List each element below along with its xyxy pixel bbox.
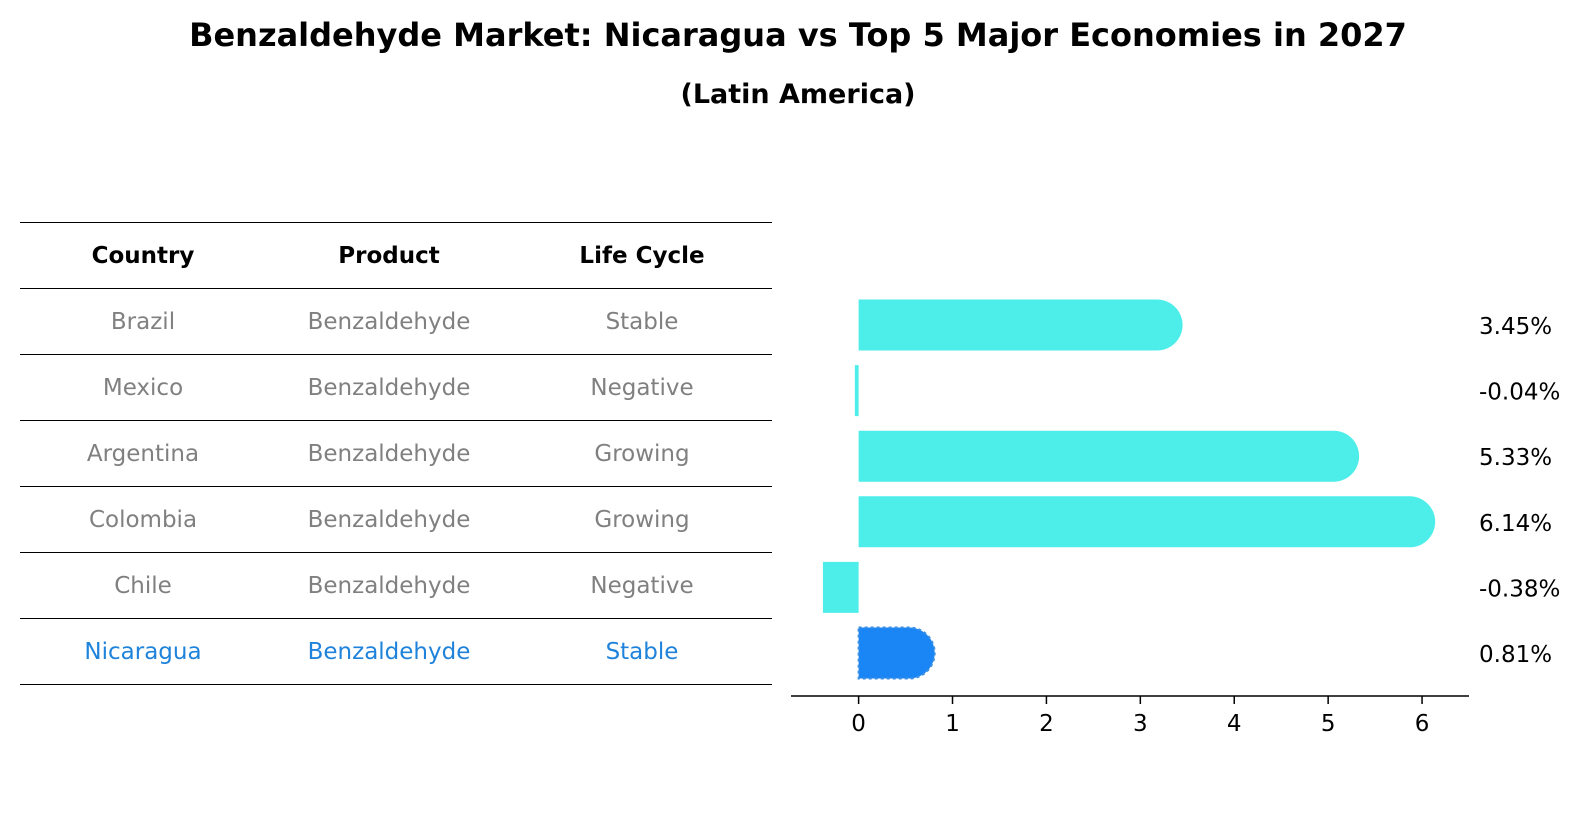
bar-brazil [858, 299, 1183, 351]
x-tick-label: 2 [1039, 711, 1054, 737]
table-row: Brazil Benzaldehyde Stable [20, 288, 772, 355]
x-tick-label: 4 [1227, 711, 1242, 737]
cell-country: Brazil [20, 288, 266, 355]
bar-colombia [858, 496, 1436, 548]
table-row: Mexico Benzaldehyde Negative [20, 354, 772, 421]
cell-life-cycle: Negative [512, 354, 772, 421]
table-row: Argentina Benzaldehyde Growing [20, 420, 772, 487]
cell-product: Benzaldehyde [266, 486, 512, 553]
table-row: Chile Benzaldehyde Negative [20, 552, 772, 619]
column-header-life-cycle: Life Cycle [512, 222, 772, 289]
value-label-colombia: 6.14% [1479, 511, 1552, 537]
table-header-row: Country Product Life Cycle [20, 222, 772, 289]
cell-life-cycle: Stable [512, 288, 772, 355]
bar-mexico [854, 365, 859, 417]
x-tick-label: 6 [1415, 711, 1430, 737]
x-tick-label: 3 [1133, 711, 1148, 737]
value-label-nicaragua: 0.81% [1479, 642, 1552, 668]
table-row: Colombia Benzaldehyde Growing [20, 486, 772, 553]
country-table: Country Product Life Cycle Brazil Benzal… [20, 222, 772, 685]
value-label-mexico: -0.04% [1479, 380, 1560, 406]
value-label-argentina: 5.33% [1479, 445, 1552, 471]
column-header-product: Product [266, 222, 512, 289]
cell-country: Colombia [20, 486, 266, 553]
cell-country: Chile [20, 552, 266, 619]
cell-product: Benzaldehyde [266, 552, 512, 619]
table-row-highlighted: Nicaragua Benzaldehyde Stable [20, 618, 772, 685]
bar-chile [822, 561, 859, 613]
cell-country: Nicaragua [20, 618, 266, 685]
x-tick-label: 5 [1321, 711, 1336, 737]
bar-argentina [858, 430, 1360, 482]
column-header-country: Country [20, 222, 266, 289]
cell-product: Benzaldehyde [266, 618, 512, 685]
cell-life-cycle: Growing [512, 420, 772, 487]
x-tick-label: 0 [851, 711, 866, 737]
chart-title: Benzaldehyde Market: Nicaragua vs Top 5 … [189, 16, 1407, 54]
cell-product: Benzaldehyde [266, 420, 512, 487]
cell-country: Argentina [20, 420, 266, 487]
x-tick-label: 1 [945, 711, 960, 737]
cell-life-cycle: Negative [512, 552, 772, 619]
bar-nicaragua [857, 626, 936, 680]
cell-product: Benzaldehyde [266, 288, 512, 355]
cell-product: Benzaldehyde [266, 354, 512, 421]
chart-subtitle: (Latin America) [680, 79, 916, 110]
cell-life-cycle: Stable [512, 618, 772, 685]
value-label-brazil: 3.45% [1479, 314, 1552, 340]
value-label-chile: -0.38% [1479, 576, 1560, 602]
cell-life-cycle: Growing [512, 486, 772, 553]
cell-country: Mexico [20, 354, 266, 421]
